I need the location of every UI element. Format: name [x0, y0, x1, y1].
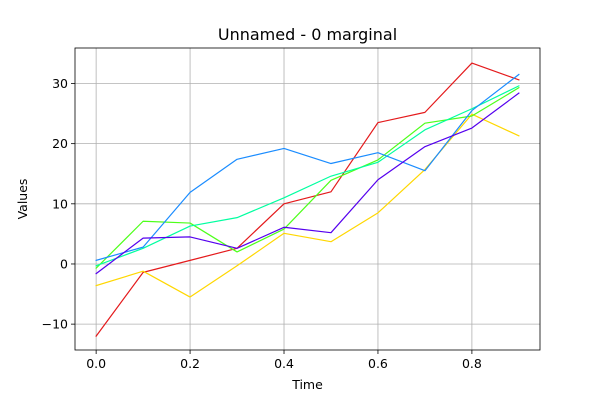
x-tick-label: 0.0: [86, 356, 106, 371]
x-axis-ticks: 0.0 0.2 0.4 0.6 0.8: [86, 350, 482, 371]
x-axis-label: Time: [291, 377, 323, 392]
x-tick-label: 0.8: [462, 356, 482, 371]
x-tick-label: 0.2: [180, 356, 200, 371]
plot-frame: [74, 47, 541, 351]
series-line-5: [95, 73, 520, 262]
x-tick-label: 0.4: [274, 356, 294, 371]
series-lines: [95, 62, 520, 337]
y-tick-label: 0: [60, 256, 68, 271]
grid: [75, 48, 540, 350]
chart-title: Unnamed - 0 marginal: [218, 25, 397, 44]
y-tick-label: 20: [52, 136, 68, 151]
series-line-2: [95, 113, 520, 298]
y-tick-label: 10: [52, 196, 68, 211]
y-axis-label: Values: [15, 179, 30, 220]
x-tick-label: 0.6: [368, 356, 388, 371]
y-tick-label: 30: [52, 76, 68, 91]
series-line-6: [95, 92, 520, 275]
y-tick-label: −10: [42, 317, 68, 332]
series-line-1: [95, 62, 520, 337]
y-axis-ticks: −10 0 10 20 30: [42, 76, 75, 332]
